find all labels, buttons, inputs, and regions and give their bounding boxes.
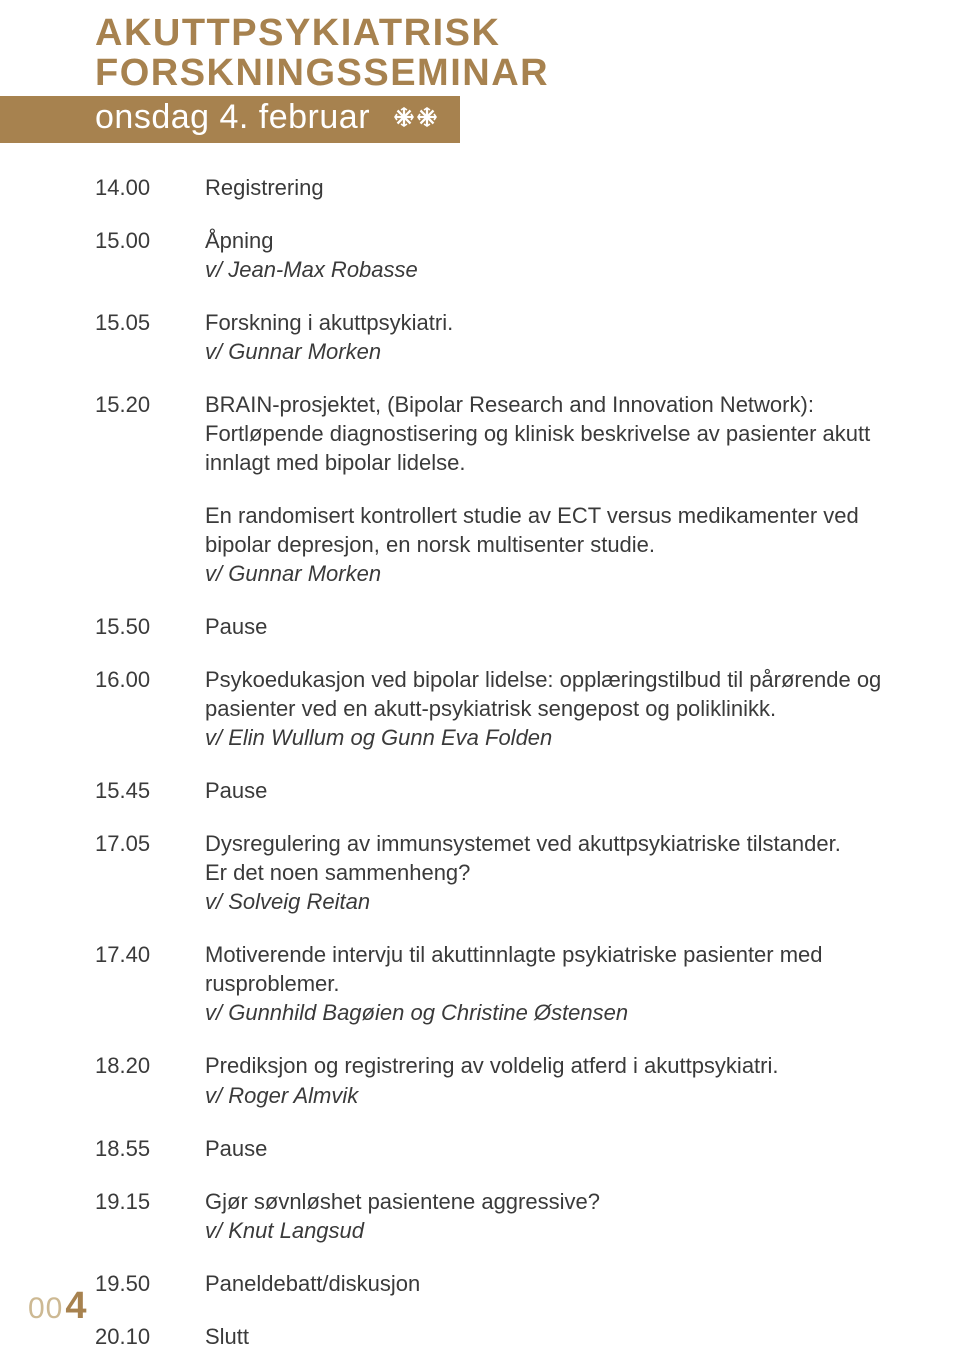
schedule-row: 17.40Motiverende intervju til akuttinnla…: [95, 940, 930, 1027]
schedule-title: BRAIN-prosjektet, (Bipolar Research and …: [205, 390, 930, 477]
schedule-title: Pause: [205, 776, 930, 805]
schedule-time: 17.05: [95, 829, 205, 858]
schedule-time: 14.00: [95, 173, 205, 202]
schedule-row: 16.00Psykoedukasjon ved bipolar lidelse:…: [95, 665, 930, 752]
schedule-content: Pause: [205, 1134, 930, 1163]
schedule-row: 15.20BRAIN-prosjektet, (Bipolar Research…: [95, 390, 930, 588]
schedule-row: 19.50Paneldebatt/diskusjon: [95, 1269, 930, 1298]
schedule-title: Åpning: [205, 226, 930, 255]
schedule-sub-presenter: v/ Gunnar Morken: [205, 559, 930, 588]
schedule-content: Pause: [205, 612, 930, 641]
schedule-time: 19.15: [95, 1187, 205, 1216]
schedule-title: Dysregulering av immunsystemet ved akutt…: [205, 829, 930, 858]
schedule-content: Gjør søvnløshet pasientene aggressive?v/…: [205, 1187, 930, 1245]
subtitle-bar: onsdag 4. februar: [0, 96, 460, 143]
schedule-row: 20.10Slutt: [95, 1322, 930, 1351]
schedule-title-line2: Er det noen sammenheng?: [205, 858, 930, 887]
header: AKUTTPSYKIATRISK FORSKNINGSSEMINAR onsda…: [0, 0, 960, 143]
schedule-time: 18.55: [95, 1134, 205, 1163]
snowflake-icon: [392, 100, 442, 134]
schedule-title: Slutt: [205, 1322, 930, 1351]
schedule-title: Motiverende intervju til akuttinnlagte p…: [205, 940, 930, 998]
schedule-content: Psykoedukasjon ved bipolar lidelse: oppl…: [205, 665, 930, 752]
schedule-content: Åpningv/ Jean-Max Robasse: [205, 226, 930, 284]
schedule-row: 17.05Dysregulering av immunsystemet ved …: [95, 829, 930, 916]
schedule-content: Prediksjon og registrering av voldelig a…: [205, 1051, 930, 1109]
page-title: AKUTTPSYKIATRISK FORSKNINGSSEMINAR: [0, 14, 960, 94]
schedule-presenter: v/ Gunnhild Bagøien og Christine Østense…: [205, 998, 930, 1027]
schedule-row: 19.15Gjør søvnløshet pasientene aggressi…: [95, 1187, 930, 1245]
schedule-row: 18.20Prediksjon og registrering av volde…: [95, 1051, 930, 1109]
schedule-content: Slutt: [205, 1322, 930, 1351]
schedule-time: 17.40: [95, 940, 205, 969]
schedule-content: Motiverende intervju til akuttinnlagte p…: [205, 940, 930, 1027]
schedule-time: 18.20: [95, 1051, 205, 1080]
schedule-title: Pause: [205, 612, 930, 641]
schedule-time: 16.00: [95, 665, 205, 694]
schedule-time: 19.50: [95, 1269, 205, 1298]
schedule-title: Gjør søvnløshet pasientene aggressive?: [205, 1187, 930, 1216]
schedule-content: BRAIN-prosjektet, (Bipolar Research and …: [205, 390, 930, 588]
schedule-presenter: v/ Elin Wullum og Gunn Eva Folden: [205, 723, 930, 752]
schedule-time: 15.00: [95, 226, 205, 255]
schedule-title: Forskning i akuttpsykiatri.: [205, 308, 930, 337]
schedule-content: Pause: [205, 776, 930, 805]
page-number-prefix: 00: [28, 1292, 63, 1326]
schedule-presenter: v/ Solveig Reitan: [205, 887, 930, 916]
page-number-digit: 4: [65, 1285, 87, 1328]
schedule-title: Paneldebatt/diskusjon: [205, 1269, 930, 1298]
schedule-presenter: v/ Jean-Max Robasse: [205, 255, 930, 284]
schedule-subblock: En randomisert kontrollert studie av ECT…: [205, 501, 930, 588]
schedule-time: 15.50: [95, 612, 205, 641]
schedule-title: Registrering: [205, 173, 930, 202]
schedule-time: 15.45: [95, 776, 205, 805]
schedule-content: Forskning i akuttpsykiatri.v/ Gunnar Mor…: [205, 308, 930, 366]
schedule-presenter: v/ Gunnar Morken: [205, 337, 930, 366]
schedule-title: Pause: [205, 1134, 930, 1163]
schedule-sub-title: En randomisert kontrollert studie av ECT…: [205, 501, 930, 559]
schedule-time: 15.20: [95, 390, 205, 419]
subtitle-text: onsdag 4. februar: [95, 98, 370, 137]
schedule-row: 15.50Pause: [95, 612, 930, 641]
schedule-row: 15.45Pause: [95, 776, 930, 805]
schedule-time: 15.05: [95, 308, 205, 337]
schedule-row: 15.00Åpningv/ Jean-Max Robasse: [95, 226, 930, 284]
schedule-row: 15.05Forskning i akuttpsykiatri.v/ Gunna…: [95, 308, 930, 366]
schedule-content: Dysregulering av immunsystemet ved akutt…: [205, 829, 930, 916]
schedule-row: 18.55Pause: [95, 1134, 930, 1163]
schedule-time: 20.10: [95, 1322, 205, 1351]
schedule-presenter: v/ Knut Langsud: [205, 1216, 930, 1245]
schedule-title: Prediksjon og registrering av voldelig a…: [205, 1051, 930, 1080]
schedule-list: 14.00Registrering15.00Åpningv/ Jean-Max …: [0, 143, 960, 1351]
schedule-content: Paneldebatt/diskusjon: [205, 1269, 930, 1298]
schedule-title: Psykoedukasjon ved bipolar lidelse: oppl…: [205, 665, 930, 723]
schedule-content: Registrering: [205, 173, 930, 202]
schedule-presenter: v/ Roger Almvik: [205, 1081, 930, 1110]
page-number: 00 4: [28, 1285, 88, 1328]
schedule-row: 14.00Registrering: [95, 173, 930, 202]
